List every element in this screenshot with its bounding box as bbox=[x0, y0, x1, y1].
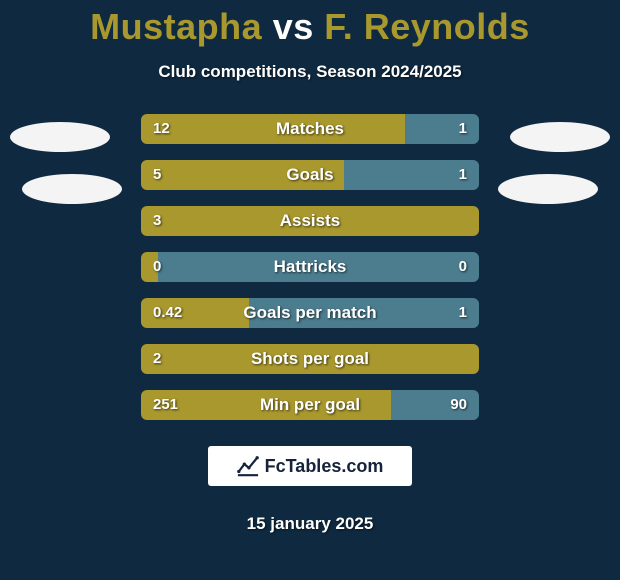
title-player2: F. Reynolds bbox=[324, 6, 530, 47]
stat-bar-track bbox=[141, 252, 479, 282]
page-title: Mustapha vs F. Reynolds bbox=[0, 6, 620, 48]
stat-row: Hattricks00 bbox=[141, 252, 479, 282]
stat-bar-track bbox=[141, 298, 479, 328]
stat-bar-left bbox=[141, 344, 479, 374]
stat-bar-left bbox=[141, 390, 391, 420]
stat-bar-left bbox=[141, 252, 158, 282]
title-vs: vs bbox=[273, 6, 314, 47]
brand-text: FcTables.com bbox=[265, 456, 384, 477]
comparison-infographic: Mustapha vs F. Reynolds Club competition… bbox=[0, 0, 620, 580]
stat-bar-right bbox=[249, 298, 479, 328]
stat-row: Min per goal25190 bbox=[141, 390, 479, 420]
stat-row: Goals51 bbox=[141, 160, 479, 190]
stat-bar-right bbox=[405, 114, 479, 144]
brand-badge: FcTables.com bbox=[208, 446, 412, 486]
stat-bar-track bbox=[141, 390, 479, 420]
stat-row: Assists3 bbox=[141, 206, 479, 236]
stat-bar-track bbox=[141, 206, 479, 236]
stat-row: Goals per match0.421 bbox=[141, 298, 479, 328]
chart-icon bbox=[237, 455, 259, 477]
subtitle: Club competitions, Season 2024/2025 bbox=[0, 62, 620, 82]
stat-bar-track bbox=[141, 344, 479, 374]
stat-bar-left bbox=[141, 298, 249, 328]
stat-bar-right bbox=[391, 390, 479, 420]
stats-panel: Matches121 Goals51 Assists3 Hattricks00 Goal… bbox=[0, 114, 620, 420]
stat-bar-track bbox=[141, 114, 479, 144]
stat-bar-left bbox=[141, 114, 405, 144]
title-player1: Mustapha bbox=[90, 6, 262, 47]
stat-bar-track bbox=[141, 160, 479, 190]
footer-date: 15 january 2025 bbox=[0, 514, 620, 534]
stat-bar-right bbox=[158, 252, 479, 282]
stat-bar-left bbox=[141, 206, 479, 236]
stat-bar-right bbox=[344, 160, 479, 190]
stat-row: Matches121 bbox=[141, 114, 479, 144]
stat-row: Shots per goal2 bbox=[141, 344, 479, 374]
stat-bar-left bbox=[141, 160, 344, 190]
